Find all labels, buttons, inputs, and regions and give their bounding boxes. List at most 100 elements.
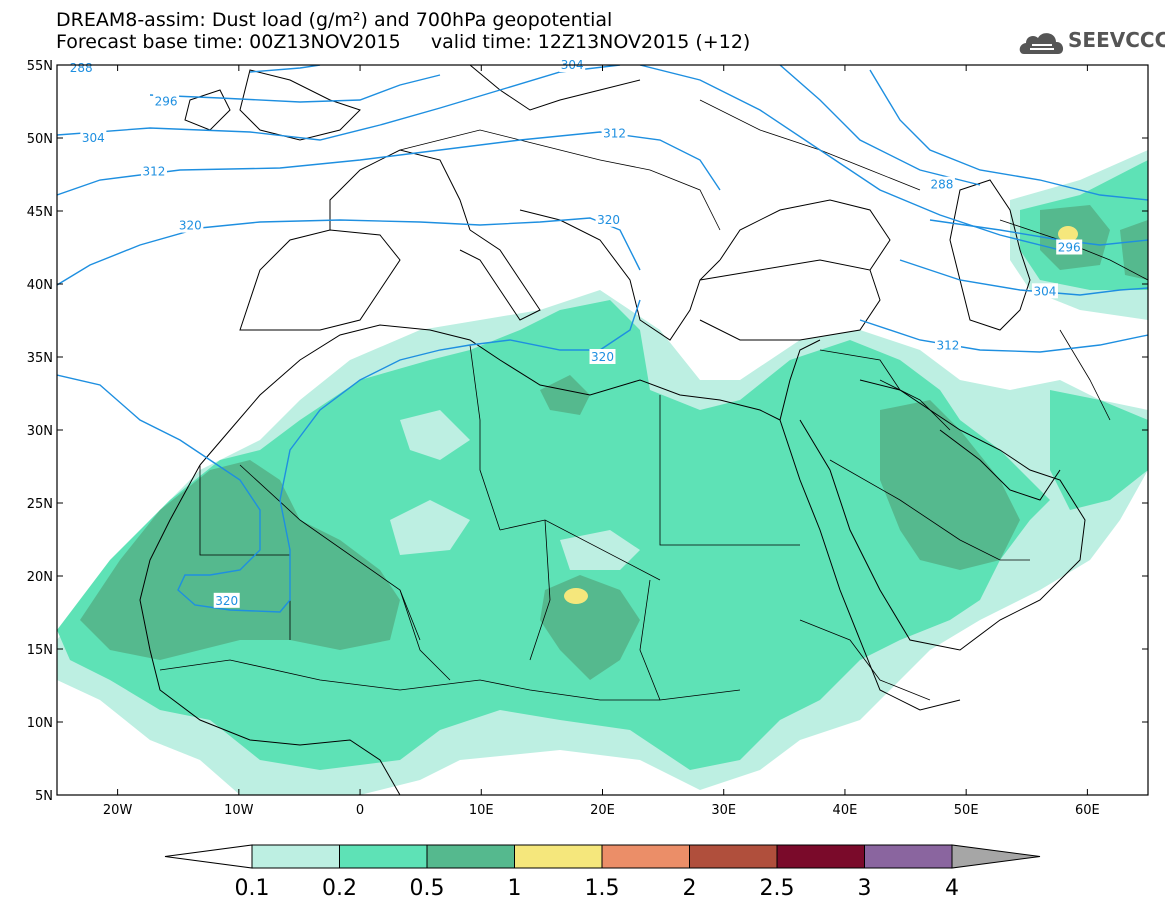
dust-peak-caspian	[1058, 226, 1078, 242]
lat-tick-label: 50N	[27, 132, 53, 147]
map-title: DREAM8-assim: Dust load (g/m²) and 700hP…	[56, 9, 613, 31]
coast-iberia	[239, 229, 401, 331]
dust-area-high-west	[80, 460, 400, 660]
lon-tick-label: 20W	[103, 803, 133, 818]
coast-turkey	[699, 259, 881, 341]
colorbar-segment	[601, 844, 690, 869]
dust-area-high-libya	[540, 375, 590, 415]
border-syria-iraq	[819, 349, 901, 391]
colorbar-tick-label: 1.5	[585, 876, 620, 901]
lon-tick-label: 40E	[833, 803, 858, 818]
contour-label: 296	[153, 93, 180, 109]
coast-balkans-greece	[519, 209, 721, 341]
dust-area-medium-arabian-sea	[1050, 390, 1148, 510]
coast-mediterranean-east	[779, 339, 821, 421]
dust-hole	[390, 500, 470, 555]
svg-text:312: 312	[143, 165, 166, 179]
contour-label: 312	[934, 337, 961, 353]
border-europe-2	[599, 159, 721, 231]
svg-text:320: 320	[597, 213, 620, 227]
lat-tick-label: 5N	[35, 789, 53, 804]
lat-tick-label: 25N	[27, 497, 53, 512]
contour-label: 296	[1056, 239, 1083, 255]
coast-red-sea-east	[799, 379, 1086, 651]
contour-304-west	[57, 65, 621, 141]
lon-tick-label: 50E	[954, 803, 979, 818]
dust-peak-chad	[564, 588, 588, 604]
coast-ireland	[184, 89, 231, 131]
lat-tick-label: 35N	[27, 351, 53, 366]
colorbar-under	[164, 844, 253, 869]
contour-label: 304	[80, 130, 107, 145]
lon-tick-label: 30E	[711, 803, 736, 818]
colorbar-tick-label: 0.1	[235, 876, 270, 901]
border-libya-egypt	[659, 395, 800, 546]
lat-tick-label: 55N	[27, 59, 53, 74]
contour-288-west	[249, 65, 321, 73]
border-central-asia	[999, 219, 1148, 281]
border-niger-chad	[529, 519, 551, 661]
contour-320-sahara	[57, 299, 641, 613]
border-sahel	[159, 659, 741, 701]
colorbar-tick-label: 1	[508, 876, 522, 901]
dust-area-medium	[57, 300, 1050, 770]
colorbar: 0.1 0.2 0.5 1 1.5 2 2.5 3 4	[164, 844, 1041, 901]
border-iraq-iran	[879, 379, 951, 431]
coastlines	[139, 65, 1086, 795]
contour-304-north	[639, 65, 1061, 251]
svg-text:296: 296	[1058, 241, 1081, 255]
colorbar-segment	[689, 844, 778, 869]
contour-labels: 2882963043123203123202882963043123203203…	[68, 57, 1083, 608]
contour-label: 320	[213, 592, 240, 608]
colorbar-segment	[339, 844, 428, 869]
lat-tick-label: 30N	[27, 424, 53, 439]
lat-tick-label: 10N	[27, 716, 53, 731]
dust-fields	[57, 150, 1148, 795]
lat-tick-label: 20N	[27, 570, 53, 585]
lon-tick-label: 10E	[469, 803, 494, 818]
lon-tick-label: 20E	[590, 803, 615, 818]
country-borders	[159, 99, 1148, 701]
coast-scandinavia	[469, 65, 641, 111]
contour-320-europe	[57, 217, 641, 286]
colorbar-tick-label: 0.5	[410, 876, 445, 901]
lat-tick-label: 45N	[27, 205, 53, 220]
contour-label: 288	[68, 59, 95, 75]
coast-persian-gulf	[939, 429, 1061, 501]
lon-tick-label: 60E	[1075, 803, 1100, 818]
border-russia	[699, 99, 921, 191]
contour-label: 288	[928, 176, 955, 192]
svg-text:288: 288	[930, 178, 953, 192]
coast-caspian	[949, 179, 1031, 331]
colorbar-segment	[864, 844, 953, 869]
dust-hole-2	[560, 530, 640, 570]
lon-tick-label: 10W	[224, 803, 254, 818]
border-europe-1	[399, 129, 601, 161]
colorbar-segment	[426, 844, 515, 869]
lat-tick-label: 15N	[27, 643, 53, 658]
border-mali-niger	[399, 589, 451, 681]
border-algeria-libya	[469, 344, 501, 531]
coast-africa-north	[199, 324, 781, 466]
contour-label: 312	[601, 125, 628, 141]
logo-text: SEEVCCC	[1068, 28, 1165, 52]
coast-italy	[459, 229, 541, 321]
contour-label: 320	[589, 349, 616, 364]
contour-312-east	[859, 319, 1148, 353]
colorbar-tick-label: 2.5	[760, 876, 795, 901]
dust-area-high-east	[1120, 220, 1148, 280]
contour-label: 320	[177, 217, 204, 233]
coast-africa-west	[139, 464, 401, 795]
latitude-axis: 5N 10N 15N 20N 25N 30N 35N 40N 45N 50N 55N	[27, 59, 1148, 804]
contour-label: 304	[1031, 283, 1058, 299]
dust-area-high-chad	[540, 575, 640, 680]
colorbar-segment	[251, 844, 340, 869]
contour-288-northeast	[869, 69, 1148, 201]
lon-tick-label: 0	[356, 803, 364, 818]
coast-black-sea	[719, 199, 891, 271]
colorbar-tick-label: 0.2	[322, 876, 357, 901]
lat-tick-label: 40N	[27, 278, 53, 293]
contour-296-north	[779, 65, 981, 186]
svg-text:312: 312	[937, 338, 960, 352]
